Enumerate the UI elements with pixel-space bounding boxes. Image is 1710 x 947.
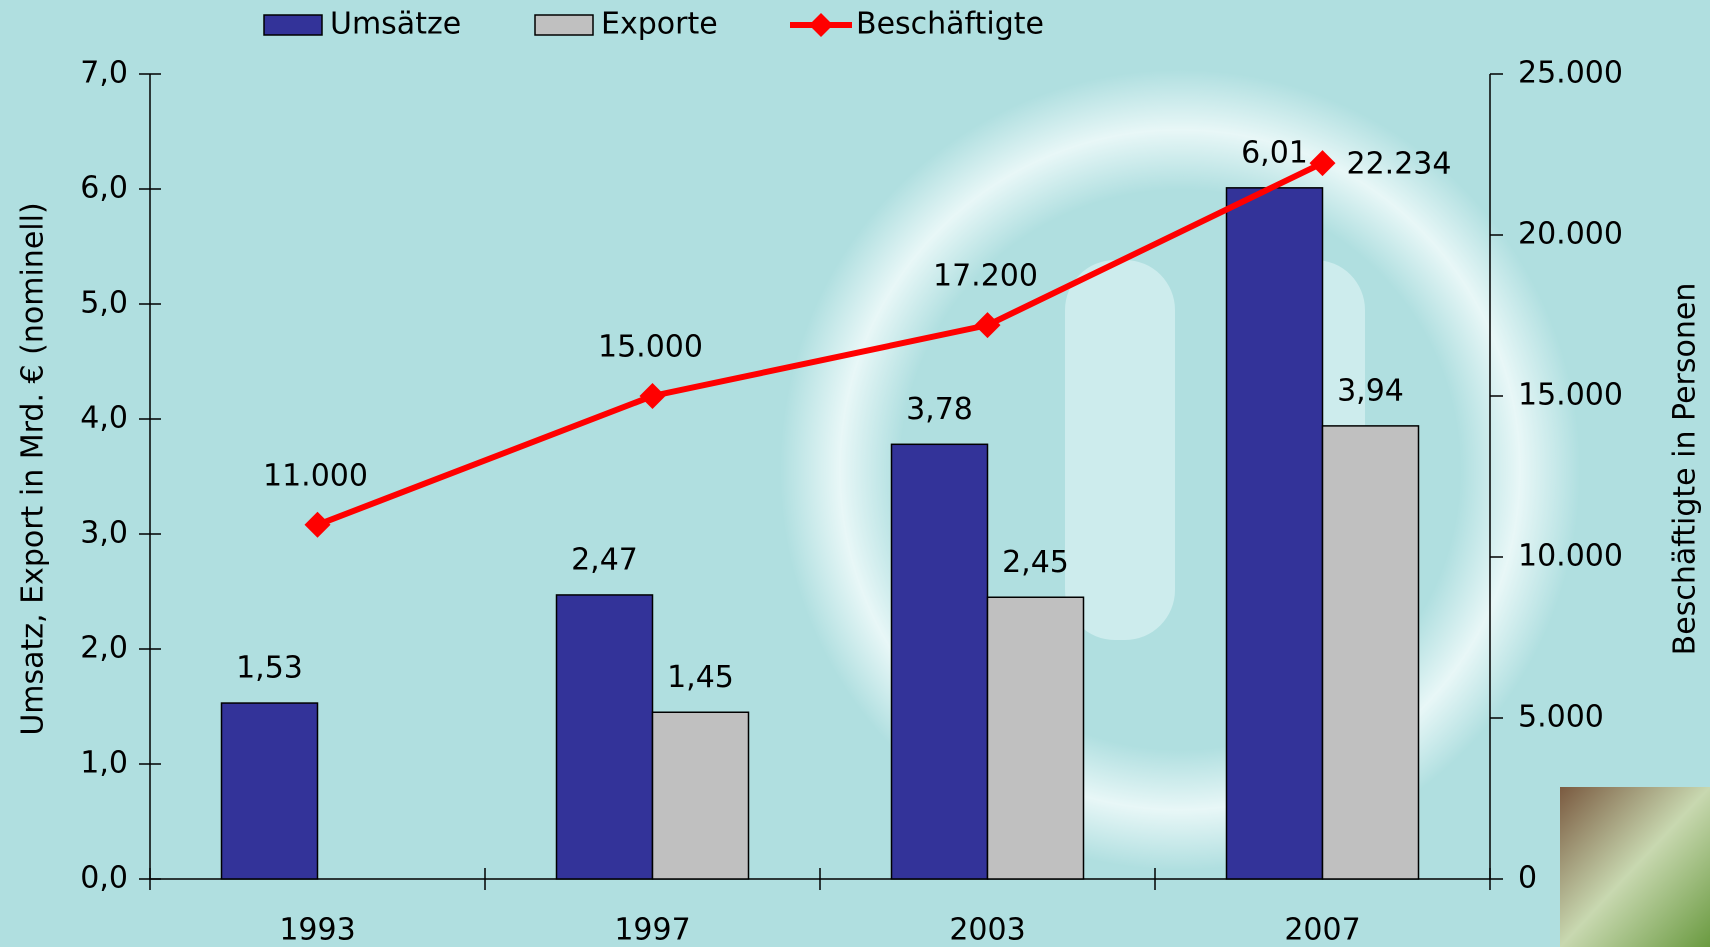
legend-label: Beschäftigte	[856, 7, 1044, 42]
bar	[1323, 426, 1419, 879]
data-label: 2,47	[571, 542, 638, 577]
y2-tick-label: 5.000	[1518, 700, 1604, 735]
photo	[1560, 787, 1710, 947]
bar	[653, 712, 749, 879]
y-tick-label: 0,0	[80, 861, 128, 896]
y2-tick-label: 20.000	[1518, 217, 1623, 252]
data-label: 17.200	[933, 259, 1038, 294]
data-label: 6,01	[1241, 135, 1308, 170]
bar	[1227, 188, 1323, 879]
y2-axis-title: Beschäftigte in Personen	[1668, 283, 1703, 656]
x-tick-label: 1993	[279, 913, 355, 947]
y-tick-label: 6,0	[80, 171, 128, 206]
x-tick-label: 2007	[1284, 913, 1360, 947]
data-label: 11.000	[263, 458, 368, 493]
y2-tick-label: 25.000	[1518, 56, 1623, 91]
y2-tick-label: 15.000	[1518, 378, 1623, 413]
y-tick-label: 7,0	[80, 56, 128, 91]
x-tick-label: 1997	[614, 913, 690, 947]
background-logo-bar	[1065, 260, 1175, 640]
y-tick-label: 5,0	[80, 286, 128, 321]
chart: Umsatz, Export in Mrd. € (nominell) Besc…	[0, 0, 1710, 947]
data-label: 2,45	[1002, 545, 1069, 580]
legend-swatch	[535, 15, 593, 35]
y-tick-label: 1,0	[80, 746, 128, 781]
y2-tick-label: 10.000	[1518, 539, 1623, 574]
y-tick-label: 4,0	[80, 401, 128, 436]
y2-tick-label: 0	[1518, 861, 1537, 896]
legend-label: Umsätze	[330, 7, 461, 42]
data-label: 22.234	[1347, 147, 1452, 182]
bar	[222, 703, 318, 879]
bar	[892, 444, 988, 879]
data-label: 1,53	[236, 651, 303, 686]
x-tick-label: 2003	[949, 913, 1025, 947]
data-label: 15.000	[598, 330, 703, 365]
y-tick-label: 3,0	[80, 516, 128, 551]
data-label: 3,78	[906, 392, 973, 427]
data-label: 3,94	[1337, 373, 1404, 408]
bar	[988, 597, 1084, 879]
y-tick-label: 2,0	[80, 631, 128, 666]
legend-label: Exporte	[601, 7, 718, 42]
bar	[557, 595, 653, 879]
y-axis-title: Umsatz, Export in Mrd. € (nominell)	[16, 202, 51, 735]
data-label: 1,45	[667, 660, 734, 695]
legend-swatch	[264, 15, 322, 35]
